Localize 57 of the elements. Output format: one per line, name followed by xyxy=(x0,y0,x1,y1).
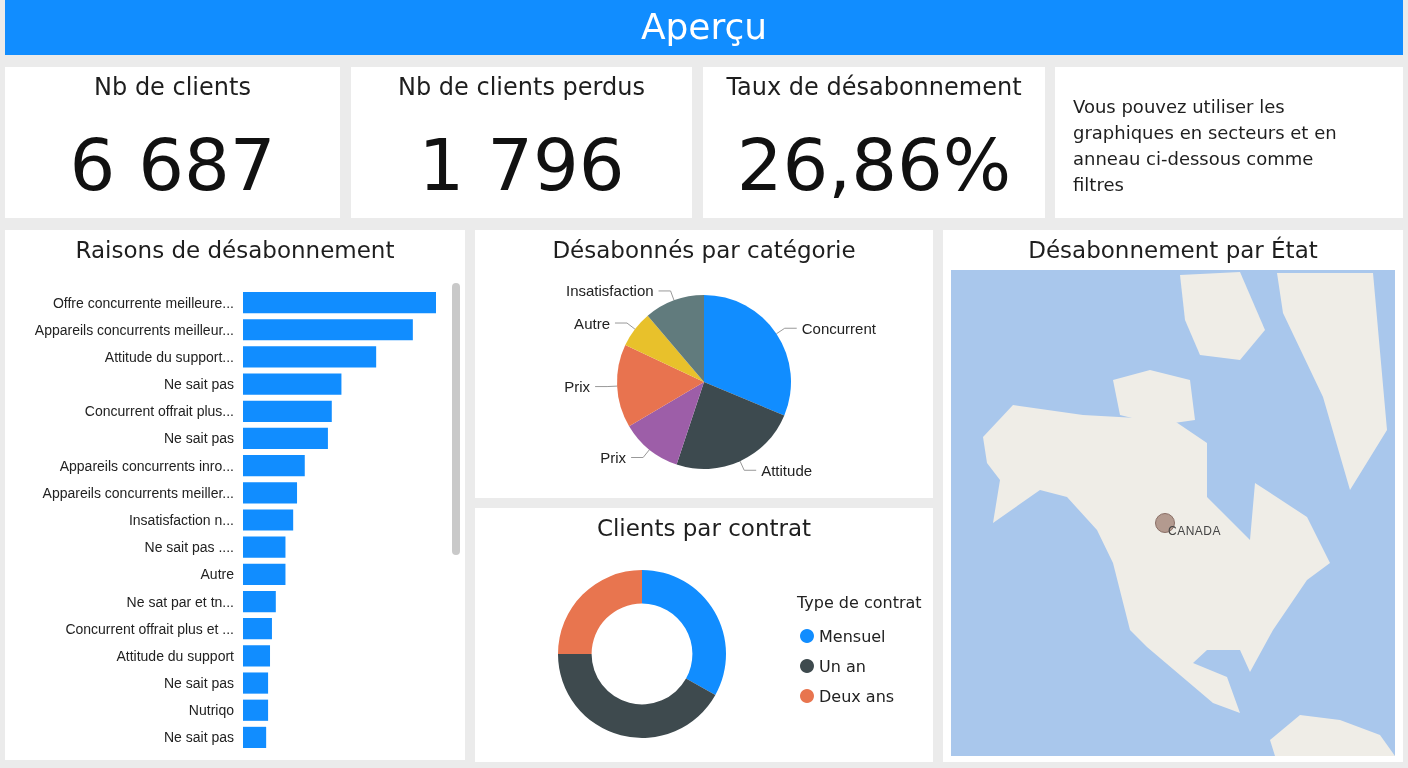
bar xyxy=(243,455,305,477)
y-tick-label: Appareils concurrents inro... xyxy=(59,457,234,474)
bar xyxy=(243,346,377,368)
legend-label: Deux ans xyxy=(819,686,895,706)
text: Nb de clients perdus xyxy=(397,72,646,103)
y-tick-label: Ne sait pas xyxy=(163,675,234,692)
slice-label: Concurrent xyxy=(801,319,877,337)
bar xyxy=(243,618,272,640)
y-tick-label: Appareils concurrents meilleur... xyxy=(34,321,234,338)
chart-title: Désabonnés par catégorie xyxy=(551,236,857,265)
y-tick-label: Ne sait pas xyxy=(163,376,234,393)
text: Taux de désabonnement xyxy=(725,72,1023,103)
text: 1 796 xyxy=(417,123,626,207)
slice-label: Attitude xyxy=(761,461,813,479)
text: Vous pouvez utiliser les graphiques en secteurs et en anneau ci-dessous comme filtres xyxy=(1073,95,1338,197)
bar xyxy=(243,590,276,613)
y-tick-label: Attitude du support... xyxy=(104,348,234,365)
y-tick-label: Nutriqo xyxy=(188,702,235,719)
text: 26,86% xyxy=(735,123,1013,207)
y-tick-label: Ne sait pas .... xyxy=(144,539,234,556)
y-tick-label: Concurrent offrait plus... xyxy=(84,403,234,420)
text: CANADA xyxy=(1168,524,1222,538)
bar xyxy=(243,400,332,422)
text: Aperçu xyxy=(639,5,769,49)
bar xyxy=(243,373,342,395)
bar xyxy=(243,427,328,450)
bar xyxy=(243,563,286,585)
legend-label: Un an xyxy=(819,656,866,676)
bar xyxy=(243,482,298,504)
bar xyxy=(243,319,413,341)
y-tick-label: Concurrent offrait plus et ... xyxy=(65,620,234,637)
y-tick-label: Ne sat par et tn... xyxy=(126,593,234,610)
bar xyxy=(243,291,436,314)
text: 6 687 xyxy=(68,123,277,207)
bar xyxy=(243,509,294,531)
bar xyxy=(243,726,267,749)
slice-label: Prix xyxy=(564,378,591,396)
bar xyxy=(243,536,286,558)
text: Nb de clients xyxy=(93,72,252,103)
y-tick-label: Offre concurrente meilleure... xyxy=(52,294,234,311)
chart-title: Clients par contrat xyxy=(595,514,813,543)
y-tick-label: Insatisfaction n... xyxy=(128,512,234,528)
legend-label: Mensuel xyxy=(819,626,886,646)
y-tick-label: Autre xyxy=(200,566,235,583)
slice-label: Prix xyxy=(600,449,627,467)
slice-label: Insatisfaction xyxy=(566,282,654,300)
chart-title: Raisons de désabonnement xyxy=(74,236,396,265)
legend-title: Type de contrat xyxy=(797,593,922,612)
y-tick-label: Ne sait pas xyxy=(163,430,234,447)
bar xyxy=(243,672,269,694)
text: Désabonnement par État xyxy=(1027,235,1319,265)
bar xyxy=(243,699,269,721)
slice-label: Autre xyxy=(574,314,610,332)
y-tick-label: Ne sait pas xyxy=(163,729,234,746)
bar xyxy=(243,645,271,667)
y-tick-label: Attitude du support xyxy=(116,647,235,664)
y-tick-label: Appareils concurrents meiller... xyxy=(42,484,234,501)
